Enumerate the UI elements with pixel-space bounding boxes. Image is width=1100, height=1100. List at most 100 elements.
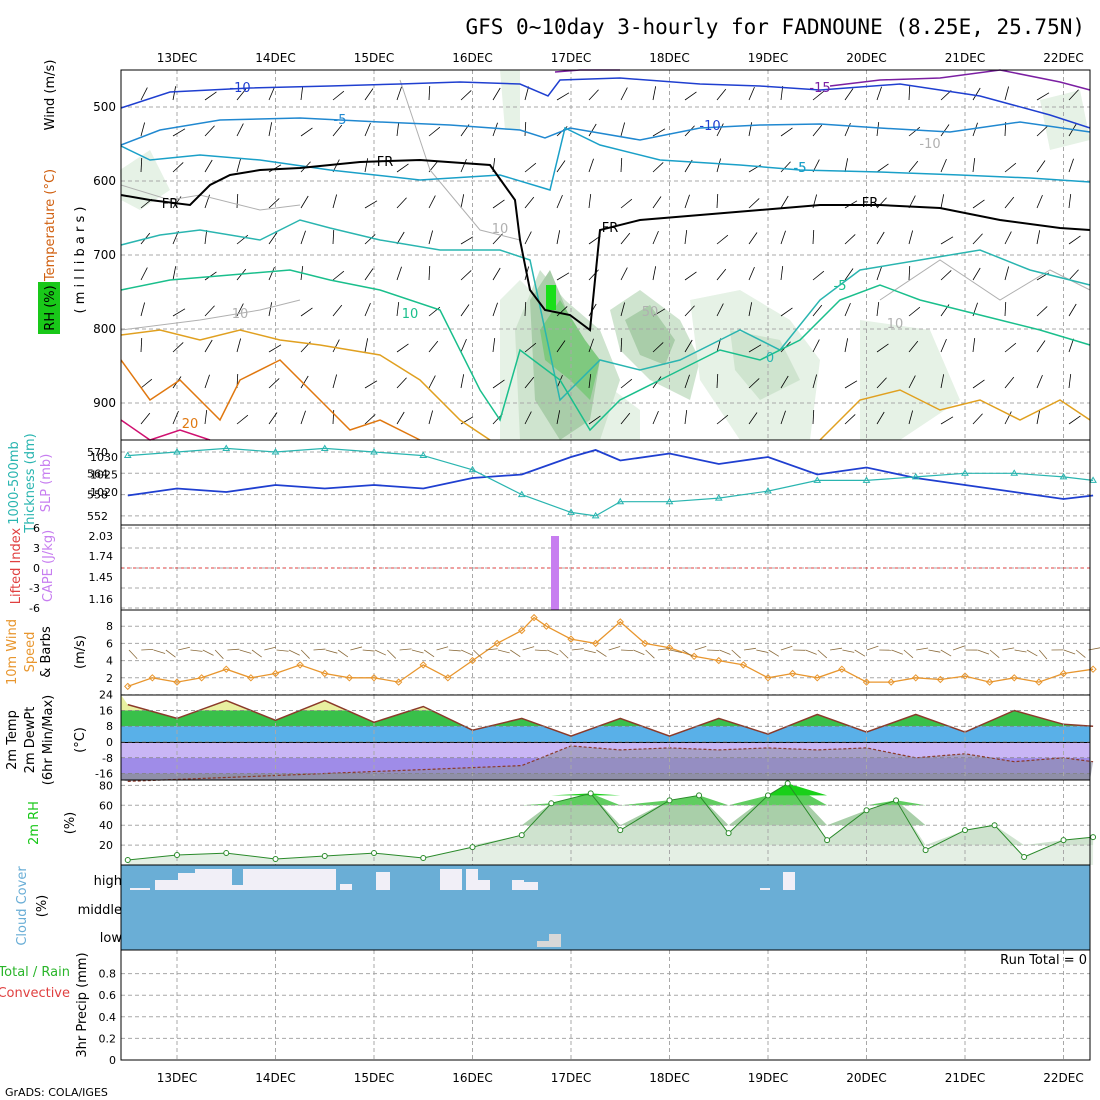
upper-wind-barb (332, 374, 338, 389)
temp-contour-20 (120, 419, 211, 441)
upper-wind-barb (620, 267, 628, 281)
wind-speed-point (173, 678, 181, 686)
upper-wind-barb (268, 412, 278, 425)
date-label-top: 16DEC (452, 51, 492, 65)
wind-tick: 6 (106, 637, 113, 650)
upper-wind-barb (620, 198, 633, 209)
wind-barb (719, 649, 731, 655)
upper-wind-barb (524, 121, 527, 137)
upper-wind-barb (204, 230, 208, 245)
date-label-top: 18DEC (649, 51, 689, 65)
thickness-point (813, 476, 822, 483)
rh-point (784, 780, 791, 787)
ylabel-10m-wind: 10m Wind (5, 619, 20, 685)
upper-wind-barb (908, 230, 914, 245)
thickness-point (714, 494, 723, 501)
rh-point (223, 850, 230, 857)
upper-wind-barb (908, 340, 919, 353)
upper-wind-barb (780, 127, 793, 137)
wind-speed-point (690, 652, 698, 661)
ylabel-2m-dewpt: 2m DewPt (23, 707, 38, 774)
temp-tick: 0 (106, 736, 113, 749)
rh-point (518, 832, 525, 839)
upper-wind-barb (556, 306, 568, 317)
upper-wind-barb (1036, 194, 1043, 209)
upper-wind-barb (140, 302, 146, 317)
wind-barb (473, 649, 483, 659)
wind-barb (743, 647, 756, 651)
upper-wind-barb (748, 86, 755, 101)
upper-wind-barb (748, 198, 760, 209)
upper-wind-barb (844, 88, 854, 101)
date-label-top: 15DEC (354, 51, 394, 65)
upper-wind-barb (844, 414, 856, 425)
rh-point (1021, 854, 1028, 861)
date-label-top: 21DEC (945, 51, 985, 65)
rh-point (124, 857, 131, 864)
upper-wind-barb (1004, 411, 1012, 425)
wind-speed-point (518, 626, 526, 635)
upper-wind-barb (1068, 158, 1074, 173)
upper-wind-barb (396, 266, 402, 281)
ylabel-2m-temp: 2m Temp (5, 710, 20, 770)
wind-speed-point (321, 669, 329, 678)
upper-wind-barb (236, 234, 249, 245)
upper-wind-barb (428, 126, 441, 137)
precip-tick: 0 (109, 1054, 116, 1067)
wind-speed-point (468, 656, 477, 665)
temp-tick: 8 (106, 720, 113, 733)
upper-wind-barb (396, 163, 409, 173)
temp-contour-0 (120, 219, 1091, 402)
wind-barb (645, 649, 655, 659)
upper-wind-barb (140, 87, 148, 101)
pressure-tick: 500 (93, 100, 116, 114)
wind-speed-point (665, 643, 674, 652)
rh-point (617, 827, 624, 834)
upper-wind-barb (1036, 340, 1046, 353)
wind-barb (288, 649, 300, 656)
upper-wind-barb (972, 379, 985, 389)
upper-wind-barb (172, 266, 177, 281)
rh-point (1060, 837, 1067, 844)
wind-barb (891, 649, 903, 655)
upper-wind-barb (684, 271, 697, 281)
contour-label: -10 (699, 119, 720, 134)
rh-tick: 40 (99, 819, 113, 832)
cape-bar (551, 536, 559, 610)
wind-speed-point (124, 682, 132, 691)
rh-point (587, 790, 594, 797)
ylabel-2m-rh: 2m RH (27, 801, 42, 845)
wind-barb (202, 649, 214, 656)
temp-tick: -16 (95, 768, 113, 781)
cloud-high-bar (130, 888, 150, 890)
upper-wind-barb (492, 87, 501, 101)
rh-point (1090, 834, 1097, 841)
ylabel-cloud-cover: Cloud Cover (15, 866, 30, 946)
ylabel-cape: CAPE (J/kg) (41, 530, 56, 602)
upper-wind-barb (812, 374, 818, 389)
upper-wind-barb (908, 410, 914, 425)
temp-contour-minus5 (120, 117, 1091, 146)
upper-wind-barb (780, 230, 786, 245)
ylabel-temp-units: (°C) (73, 727, 88, 753)
upper-wind-barb (556, 160, 566, 173)
contour-label: FR (162, 197, 179, 212)
thickness-point (1089, 476, 1097, 483)
ylabel-cloud-units: (%) (35, 895, 50, 918)
upper-wind-barb (204, 339, 213, 353)
precip-tick: 0.4 (99, 1011, 117, 1024)
upper-wind-barb (652, 162, 664, 173)
upper-wind-barb (972, 199, 985, 209)
ylabel-thickness-b: Thickness (dm) (23, 433, 38, 533)
upper-wind-barb (620, 157, 623, 173)
wind-barb (1075, 649, 1086, 658)
wind-barb (842, 649, 855, 653)
upper-wind-barb (588, 338, 594, 353)
upper-wind-barb (780, 195, 789, 209)
rh-point (824, 837, 831, 844)
upper-wind-barb (524, 231, 532, 245)
upper-wind-barb (300, 375, 309, 389)
upper-wind-barb (1036, 160, 1046, 173)
rh-point (893, 797, 900, 804)
wind-barb (387, 649, 397, 659)
